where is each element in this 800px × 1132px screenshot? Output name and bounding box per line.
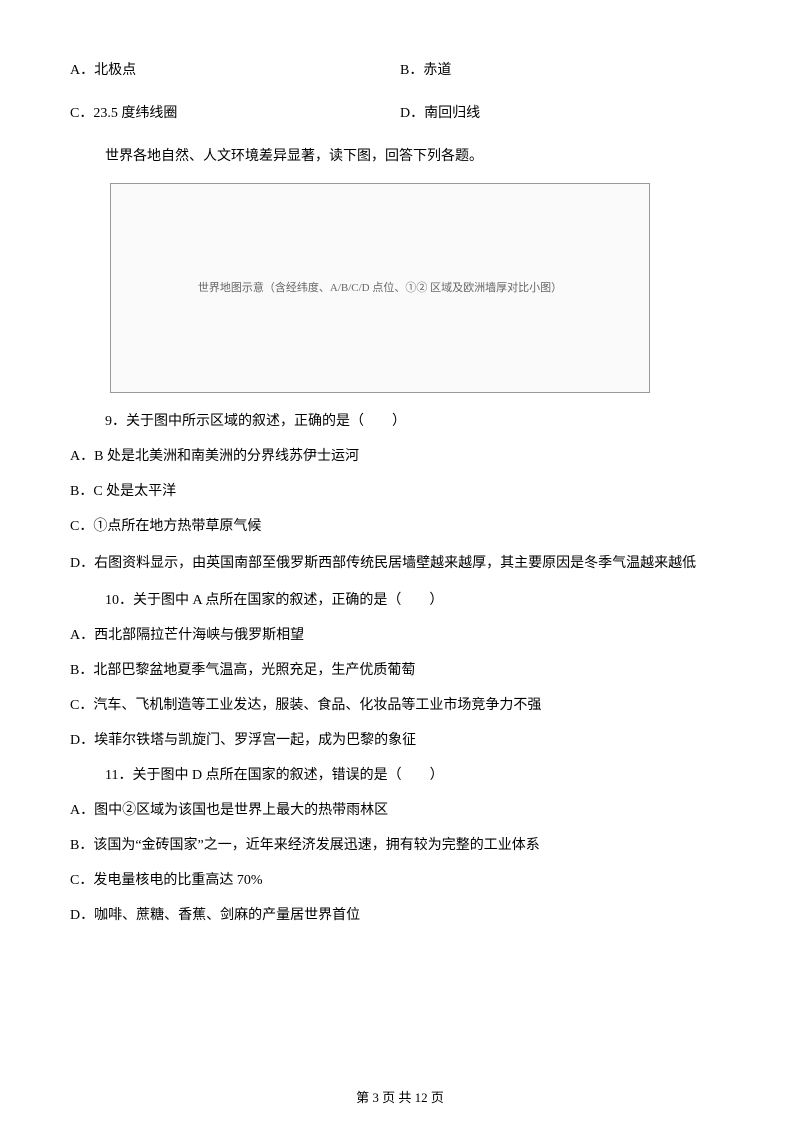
q9-option-b: B．C 处是太平洋 xyxy=(70,481,730,502)
option-a: A．北极点 xyxy=(70,60,400,81)
q9-stem: 9．关于图中所示区域的叙述，正确的是（ ） xyxy=(70,411,730,432)
q11-option-d: D．咖啡、蔗糖、香蕉、剑麻的产量居世界首位 xyxy=(70,905,730,926)
q10-option-c: C．汽车、飞机制造等工业发达，服装、食品、化妆品等工业市场竞争力不强 xyxy=(70,695,730,716)
option-b: B．赤道 xyxy=(400,60,730,81)
figure-alt-text: 世界地图示意（含经纬度、A/B/C/D 点位、①② 区域及欧洲墙厚对比小图） xyxy=(198,280,562,297)
prev-question-options-row2: C．23.5 度纬线圈 D．南回归线 xyxy=(70,103,730,124)
q10-stem: 10．关于图中 A 点所在国家的叙述，正确的是（ ） xyxy=(70,590,730,611)
option-c: C．23.5 度纬线圈 xyxy=(70,103,400,124)
q9-option-c: C．①点所在地方热带草原气候 xyxy=(70,516,730,537)
page-footer: 第 3 页 共 12 页 xyxy=(0,1087,800,1106)
prev-question-options-row1: A．北极点 B．赤道 xyxy=(70,60,730,81)
passage-intro: 世界各地自然、人文环境差异显著，读下图，回答下列各题。 xyxy=(70,146,730,167)
option-d: D．南回归线 xyxy=(400,103,730,124)
page-content: A．北极点 B．赤道 C．23.5 度纬线圈 D．南回归线 世界各地自然、人文环… xyxy=(0,0,800,926)
q10-option-a: A．西北部隔拉芒什海峡与俄罗斯相望 xyxy=(70,625,730,646)
q11-option-b: B．该国为“金砖国家”之一，近年来经济发展迅速，拥有较为完整的工业体系 xyxy=(70,835,730,856)
q11-stem: 11．关于图中 D 点所在国家的叙述，错误的是（ ） xyxy=(70,765,730,786)
q11-option-c: C．发电量核电的比重高达 70% xyxy=(70,870,730,891)
q10-option-d: D．埃菲尔铁塔与凯旋门、罗浮宫一起，成为巴黎的象征 xyxy=(70,730,730,751)
map-figure: 世界地图示意（含经纬度、A/B/C/D 点位、①② 区域及欧洲墙厚对比小图） xyxy=(110,183,650,393)
q9-option-a: A．B 处是北美洲和南美洲的分界线苏伊士运河 xyxy=(70,446,730,467)
q9-option-d: D．右图资料显示，由英国南部至俄罗斯西部传统民居墙壁越来越厚，其主要原因是冬季气… xyxy=(70,551,730,576)
q10-option-b: B．北部巴黎盆地夏季气温高，光照充足，生产优质葡萄 xyxy=(70,660,730,681)
q11-option-a: A．图中②区域为该国也是世界上最大的热带雨林区 xyxy=(70,800,730,821)
